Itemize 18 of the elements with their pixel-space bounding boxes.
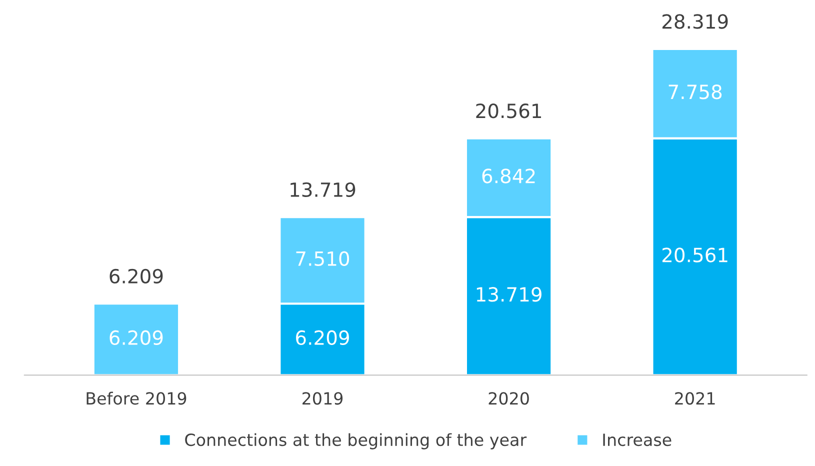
x-tick-label: 2019	[302, 392, 343, 405]
legend-label: Connections at the beginning of the year	[185, 433, 527, 450]
data-label: 20.561	[662, 248, 728, 262]
x-tick-label: 2021	[675, 392, 715, 405]
x-tick-label: 2020	[488, 392, 529, 405]
data-label: 7.758	[668, 84, 722, 100]
data-label: 7.510	[296, 251, 350, 266]
bar	[92, 302, 180, 376]
data-label: 13.719	[476, 287, 542, 302]
total-label: 6.209	[110, 268, 163, 284]
data-label: 6.842	[482, 168, 535, 184]
total-label: 13.719	[290, 182, 356, 198]
x-tick-label: Before 2019	[86, 392, 186, 405]
total-label: 20.561	[476, 104, 542, 118]
data-label: 6.209	[296, 330, 349, 346]
legend-label: Increase	[603, 434, 672, 446]
total-label: 28.319	[662, 14, 728, 29]
data-label: 6.209	[110, 330, 163, 346]
